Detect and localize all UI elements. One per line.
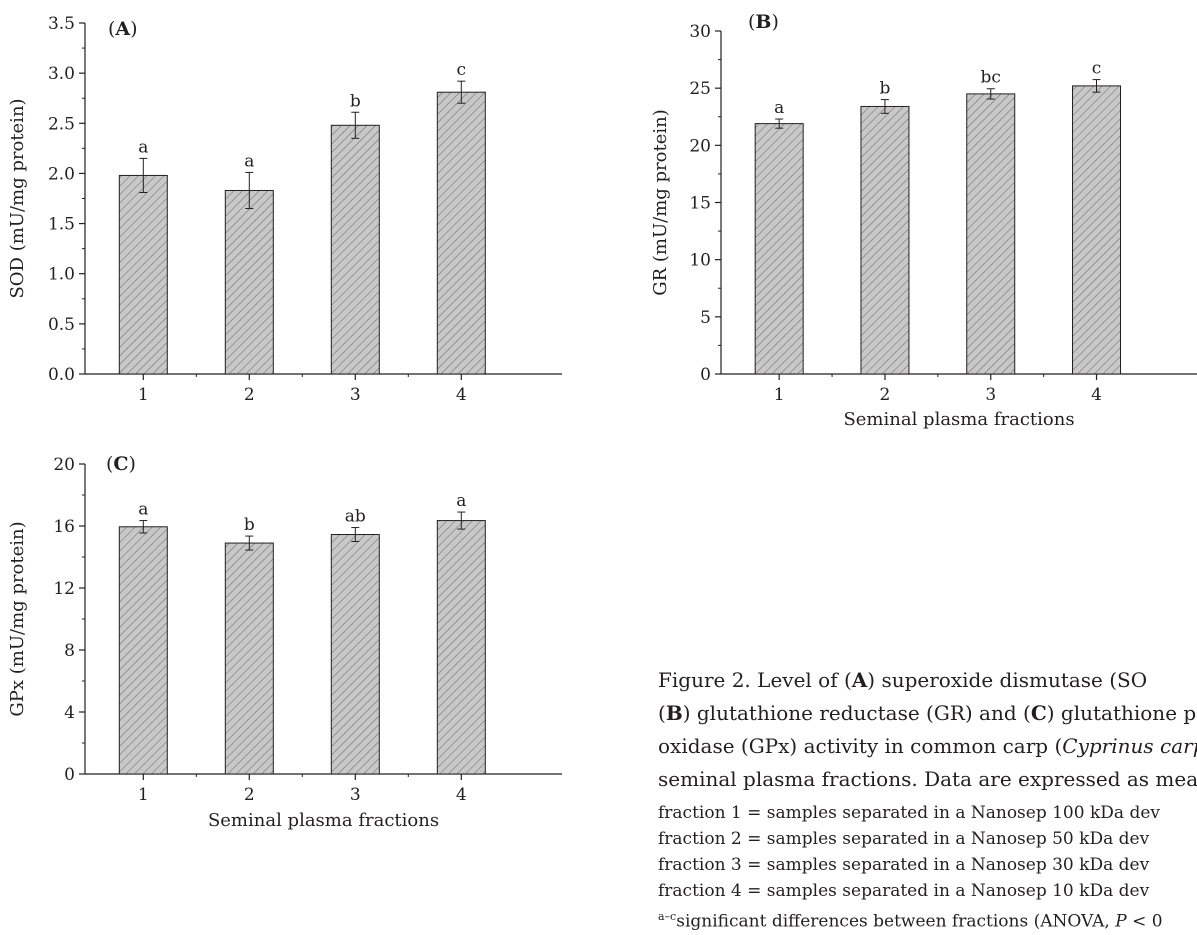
panel-label: (A) [108, 18, 138, 40]
figure-caption: Figure 2. Level of (A) superoxide dismut… [658, 664, 1197, 935]
x-tick-label: 1 [138, 785, 149, 805]
y-tick-label: 12 [53, 579, 75, 599]
x-axis-label: Seminal plasma fractions [843, 409, 1074, 430]
y-tick-label: 10 [689, 251, 711, 271]
x-tick-label: 3 [350, 785, 361, 805]
y-tick-label: 0.0 [48, 365, 75, 385]
significance-letter: c [457, 60, 467, 80]
x-tick-label: 4 [456, 785, 467, 805]
bar [118, 174, 168, 375]
y-axis-label: SOD (mU/mg protein) [7, 98, 28, 298]
bar [860, 105, 910, 375]
bar [118, 526, 168, 775]
y-axis-label: GPx (mU/mg protein) [7, 521, 28, 716]
y-tick-label: 4 [64, 703, 75, 723]
panel-label: (C) [106, 453, 136, 475]
caption-note: fraction 1 = samples separated in a Nano… [658, 803, 1160, 823]
caption-notes: fraction 1 = samples separated in a Nano… [658, 800, 1197, 935]
panel-a-sod-chart: 0.0 0.5 1.0 1.5 2.0 2.5 3.0 3.5 a 1 a 2 b 3 c 4 SOD (mU/… [7, 14, 562, 405]
y-tick-label: 25 [689, 79, 711, 99]
caption-significance-note: a–csignificant differences between fract… [658, 910, 1163, 932]
x-tick-label: 1 [774, 385, 785, 405]
significance-letter: b [350, 91, 361, 111]
y-axis-label: GR (mU/mg protein) [650, 109, 671, 296]
y-tick-label: 1.5 [48, 215, 75, 235]
x-tick-label: 2 [244, 385, 255, 405]
y-tick-label: 2.5 [48, 114, 75, 134]
bar [966, 93, 1016, 375]
bar [330, 534, 380, 775]
bar [1072, 85, 1122, 375]
figure: 0.0 0.5 1.0 1.5 2.0 2.5 3.0 3.5 a 1 a 2 b 3 c 4 SOD (mU/… [7, 11, 1197, 830]
caption-note: fraction 4 = samples separated in a Nano… [658, 881, 1150, 901]
y-tick-label: 20 [689, 136, 711, 156]
significance-letter: c [1092, 59, 1102, 79]
bar [436, 91, 486, 375]
significance-letter: a [456, 491, 466, 511]
x-tick-label: 4 [1091, 385, 1102, 405]
bar [224, 542, 274, 775]
x-tick-label: 2 [880, 385, 891, 405]
significance-letter: a [774, 98, 784, 118]
panel-label: (B) [748, 11, 779, 33]
significance-letter: a [244, 151, 254, 171]
caption-text: Figure 2. Level of (A) superoxide dismut… [658, 668, 1197, 791]
significance-letter: bc [981, 68, 1001, 88]
y-tick-label: 15 [689, 194, 711, 214]
y-tick-label: 3.0 [48, 64, 75, 84]
significance-letter: a [138, 137, 148, 157]
bar [754, 123, 804, 375]
x-tick-label: 4 [456, 385, 467, 405]
y-tick-label: 2.0 [48, 164, 75, 184]
y-tick-label: 30 [689, 22, 711, 42]
significance-letter: b [244, 515, 255, 535]
y-tick-label: 0 [64, 765, 75, 785]
panel-c-gpx-chart: 0 4 8 12 16 20 a 1 b 2 ab 3 a 4 GPx (mU/mg protein) Sem… [7, 453, 562, 830]
significance-letter: ab [345, 507, 366, 527]
x-tick-label: 3 [985, 385, 996, 405]
caption-note: fraction 3 = samples separated in a Nano… [658, 855, 1150, 875]
bar [330, 124, 380, 375]
y-tick-label: 3.5 [48, 14, 75, 34]
y-tick-label: 1.0 [48, 265, 75, 285]
y-tick-label: 8 [64, 641, 75, 661]
x-tick-label: 1 [138, 385, 149, 405]
y-tick-label: 16 [53, 517, 75, 537]
bar [436, 520, 486, 775]
y-tick-label: 5 [700, 308, 711, 328]
significance-letter: b [880, 79, 891, 99]
panel-b-gr-chart: 0 5 10 15 20 25 30 a 1 b 2 bc 3 c 4 GR (mU/mg protein) S… [650, 11, 1197, 430]
bar [224, 189, 274, 375]
y-tick-label: 0 [700, 365, 711, 385]
x-tick-label: 3 [350, 385, 361, 405]
y-tick-label: 20 [53, 455, 75, 475]
significance-letter: a [138, 500, 148, 520]
x-axis-label: Seminal plasma fractions [208, 810, 439, 830]
y-tick-label: 0.5 [48, 315, 75, 335]
caption-figure-label: Figure 2. [658, 668, 751, 692]
x-tick-label: 2 [244, 785, 255, 805]
